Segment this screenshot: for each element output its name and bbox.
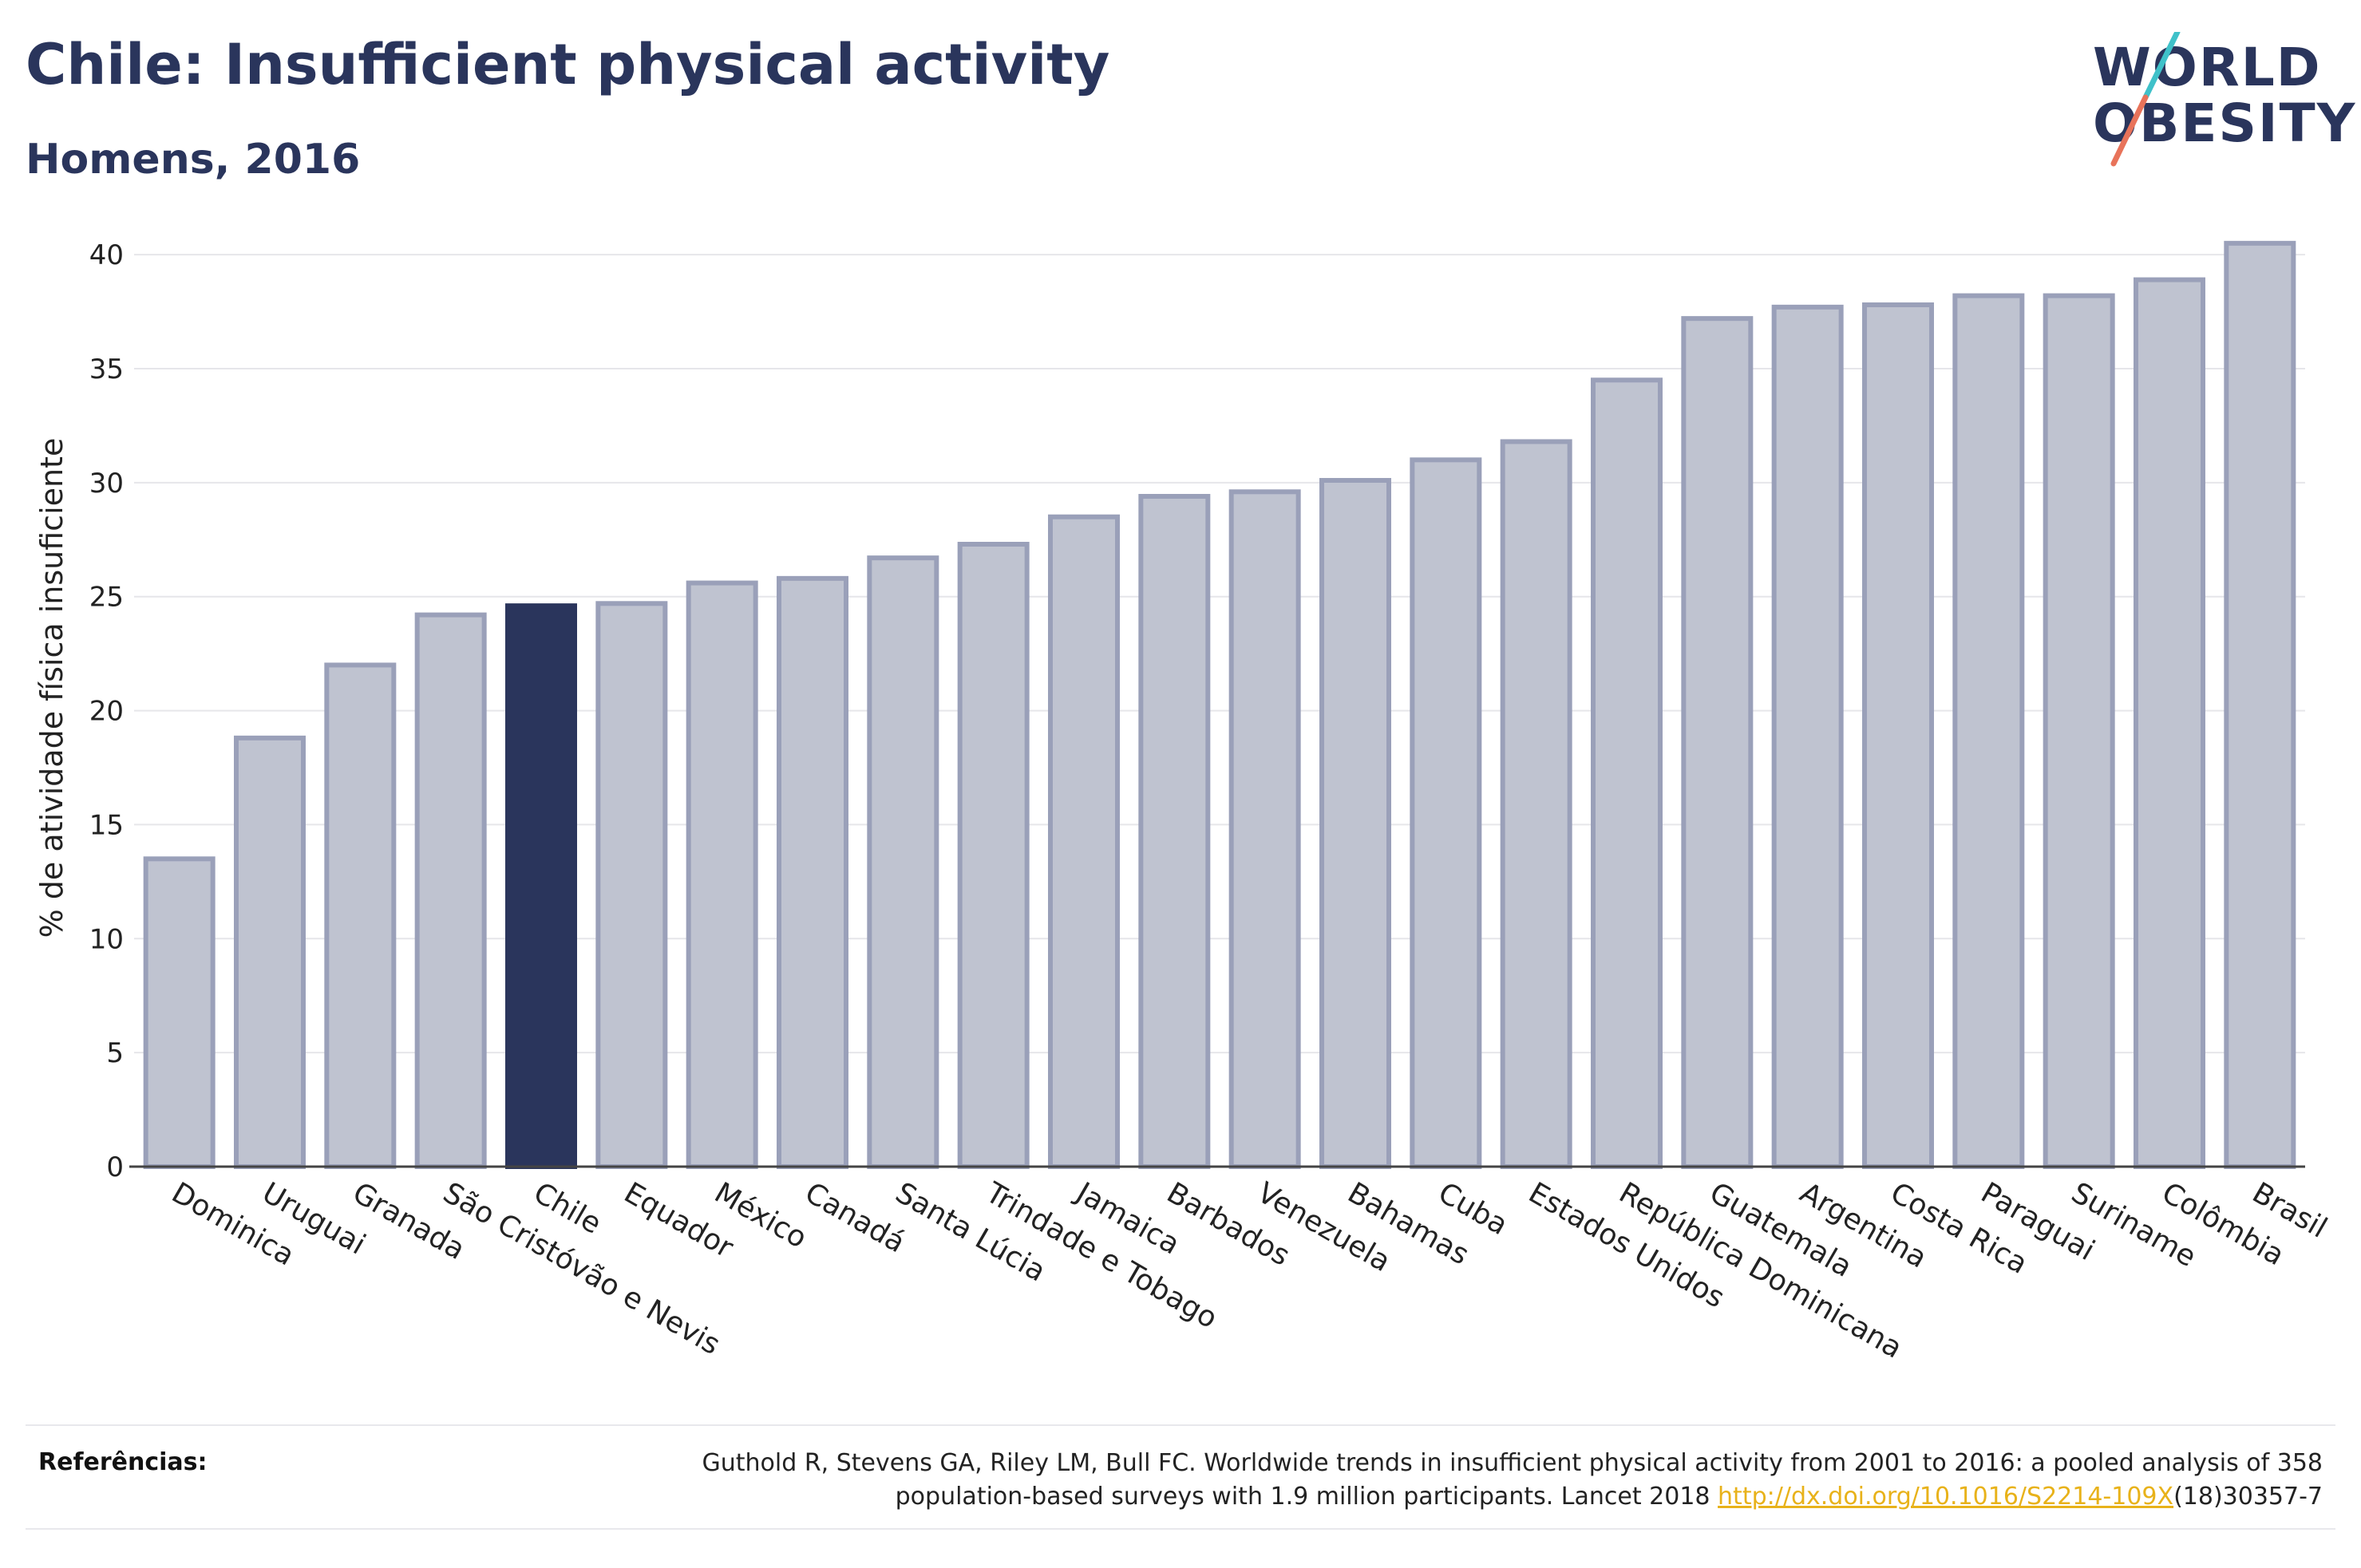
y-tick-label: 5: [106, 1037, 124, 1069]
references-text: Guthold R, Stevens GA, Riley LM, Bull FC…: [487, 1447, 2323, 1514]
world-obesity-logo: WORLD OBESITY: [2082, 32, 2355, 168]
y-tick-label: 0: [106, 1151, 124, 1183]
bar-canad-: [777, 575, 848, 1169]
bar-cuba: [1410, 457, 1482, 1169]
bars: [143, 240, 2296, 1170]
bar-granada: [324, 662, 397, 1169]
bar-jamaica: [1048, 514, 1120, 1169]
y-tick-label: 20: [89, 696, 124, 728]
bar-m-xico: [686, 580, 758, 1169]
y-tick-label: 40: [89, 239, 124, 271]
y-axis-ticks: 0 5 10 15 20 25 30 35 40: [89, 239, 124, 1183]
logo-word-1: WORLD: [2093, 37, 2322, 98]
bar-costa-rica: [1862, 302, 1934, 1169]
bar-venezuela: [1228, 489, 1301, 1169]
bar-barbados: [1138, 494, 1211, 1169]
bar-santa-l-cia: [867, 555, 939, 1169]
bar-col-mbia: [2134, 277, 2205, 1170]
grid-lines: [134, 254, 2305, 1054]
logo-word-2: OBESITY: [2093, 93, 2357, 154]
y-tick-label: 35: [89, 353, 124, 385]
bar-rep-blica-dominicana: [1591, 377, 1663, 1169]
bar-estados-unidos: [1500, 439, 1572, 1169]
bar-trindade-e-tobago: [957, 542, 1030, 1169]
bar-guatemala: [1681, 316, 1754, 1170]
y-tick-label: 25: [89, 582, 124, 614]
bar-dominica: [143, 856, 216, 1170]
bar-uruguai: [234, 735, 306, 1169]
logo-slash-icon: [2110, 32, 2181, 167]
chart-title: Chile: Insufficient physical activity: [26, 32, 1110, 97]
y-tick-label: 15: [89, 809, 124, 841]
bar-paraguai: [1952, 293, 2025, 1170]
reference-line-1: Guthold R, Stevens GA, Riley LM, Bull FC…: [702, 1449, 2323, 1477]
bar-bahamas: [1319, 478, 1391, 1169]
reference-line-2: population-based surveys with 1.9 millio…: [895, 1483, 1718, 1511]
references-label: Referências:: [38, 1448, 208, 1476]
y-axis-label: % de atividade física insuficiente: [34, 438, 69, 938]
bar-suriname: [2043, 293, 2115, 1170]
bar-brasil: [2224, 240, 2296, 1169]
doi-link[interactable]: http://dx.doi.org/10.1016/S2214-109X: [1718, 1483, 2174, 1511]
bar-s-o-crist-v-o-e-nevis: [414, 612, 487, 1169]
bar-argentina: [1771, 304, 1844, 1169]
bar-equador: [595, 601, 668, 1169]
x-tick-label: Canadá: [800, 1176, 911, 1259]
y-tick-label: 30: [89, 468, 124, 500]
references-box: Referências: Guthold R, Stevens GA, Rile…: [26, 1424, 2335, 1530]
bar-chile: [505, 603, 577, 1169]
bar-chart: 0 5 10 15 20 25 30 35 40 DominicaUruguaiGranadaS…: [34, 239, 2332, 1365]
y-tick-label: 10: [89, 923, 124, 955]
chart-subtitle: Homens, 2016: [26, 136, 361, 184]
reference-line-2-suffix: (18)30357-7: [2173, 1483, 2323, 1511]
